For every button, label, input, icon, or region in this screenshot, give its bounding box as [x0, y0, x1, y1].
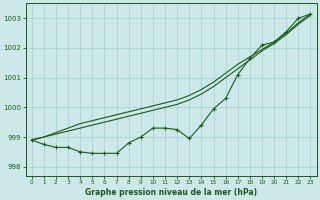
- X-axis label: Graphe pression niveau de la mer (hPa): Graphe pression niveau de la mer (hPa): [85, 188, 257, 197]
